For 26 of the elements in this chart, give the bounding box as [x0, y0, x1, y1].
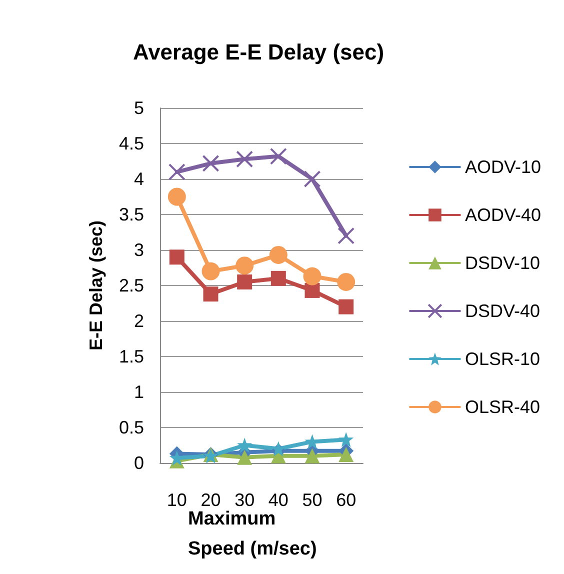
- y-tick-label: 4.5: [118, 134, 144, 154]
- x-tick-label: 50: [302, 490, 322, 510]
- x-tick-label: 40: [268, 490, 288, 510]
- chart-title: Average E-E Delay (sec): [133, 40, 384, 64]
- y-tick-label: 1: [134, 382, 144, 402]
- y-tick-label: 4: [134, 169, 144, 189]
- x-tick-label: 60: [336, 490, 356, 510]
- y-tick-label: 3.5: [118, 204, 144, 224]
- y-tick-label: 0.5: [118, 418, 144, 438]
- x-tick-label: 20: [200, 490, 221, 510]
- y-tick-label: 5: [134, 98, 144, 118]
- y-axis-title: E-E Delay (sec): [86, 220, 106, 351]
- y-tick-label: 3: [134, 240, 144, 260]
- y-tick-label: 2: [134, 311, 144, 331]
- x-tick-label: 30: [234, 490, 255, 510]
- legend-label: OLSR-40: [464, 397, 540, 417]
- y-tick-label: 0: [134, 453, 144, 473]
- y-tick-label: 1.5: [118, 346, 144, 366]
- x-tick-label: 10: [166, 490, 187, 510]
- x-axis-title: Maximum Speed (m/sec): [188, 508, 317, 560]
- legend-label: DSDV-40: [464, 301, 540, 321]
- legend-label: DSDV-10: [464, 253, 540, 273]
- legend-label: AODV-10: [464, 157, 542, 177]
- y-tick-label: 2.5: [118, 276, 144, 296]
- legend-label: AODV-40: [464, 205, 542, 225]
- legend-label: OLSR-10: [464, 349, 540, 369]
